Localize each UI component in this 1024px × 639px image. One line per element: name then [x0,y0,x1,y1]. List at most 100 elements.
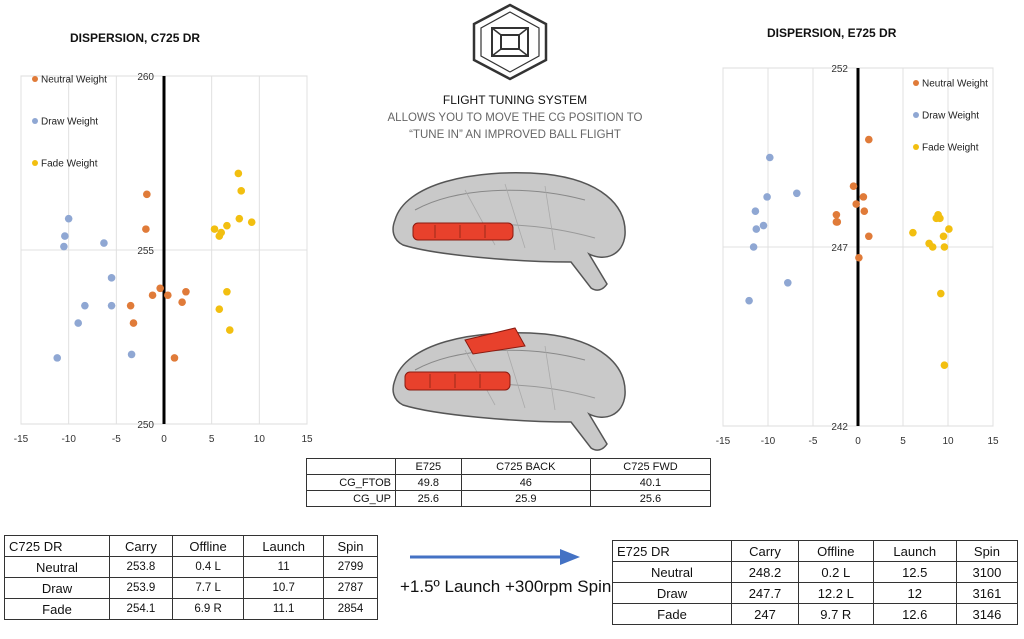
table-cell: 247.7 [731,582,799,604]
data-point [225,326,234,334]
y-tick-label: 252 [831,64,848,75]
data-point [849,182,858,190]
legend-label: Neutral Weight [922,79,988,90]
table-header: Spin [955,540,1019,562]
data-point [182,287,190,296]
flight-tuning-line2: “TUNE IN” AN IMPROVED BALL FLIGHT [409,129,621,141]
table-cell: 12 [872,582,957,604]
data-point [752,225,761,233]
flight-tuning-line1: ALLOWS YOU TO MOVE THE CG POSITION TO [387,112,643,124]
table-cell: 25.6 [395,490,462,507]
data-point [833,218,842,226]
x-tick-label: -10 [761,436,776,447]
table-header: E725 DR [612,540,732,562]
y-tick-label: 242 [831,422,848,433]
launch-spin-note: +1.5º Launch +300rpm Spin [400,577,612,596]
x-tick-label: -5 [809,436,818,447]
table-row: E725 C725 BACK C725 FWD [306,458,712,475]
data-point [215,305,224,313]
table-row: Draw 253.9 7.7 L 10.7 2787 [4,577,379,599]
table-cell: 12.5 [872,561,957,583]
data-point [164,291,172,300]
data-point [210,225,219,233]
legend-label: Fade Weight [922,143,979,154]
data-point [784,279,792,287]
x-tick-label: 15 [301,434,313,445]
table-header: Launch [243,535,324,557]
data-point [940,243,949,251]
table-cell: 49.8 [395,474,462,491]
data-point [852,200,860,208]
data-point [763,193,771,201]
x-tick-label: 15 [987,436,999,447]
table-cell: 7.7 L [171,577,245,599]
data-point [937,289,945,298]
legend-label: Draw Weight [922,111,979,122]
table-cell: 11.1 [243,598,324,620]
data-point [939,232,948,241]
left-chart-title: DISPERSION, C725 DR [70,31,201,45]
table-cell: CG_UP [306,490,396,507]
y-tick-label: 255 [137,246,154,257]
arrow-right-icon [410,549,580,565]
data-point [793,189,801,198]
table-header: Offline [797,540,874,562]
data-point [143,190,151,199]
table-row: CG_FTOB 49.8 46 40.1 [306,474,712,491]
data-point [865,232,873,241]
table-cell: 25.6 [589,490,712,507]
x-tick-label: -5 [112,434,121,445]
data-point [148,291,157,300]
x-tick-label: 0 [855,436,861,447]
table-header: Spin [322,535,379,557]
legend-marker [913,144,919,150]
table-cell: 0.4 L [171,556,245,578]
table-cell: 2799 [322,556,379,578]
data-point [234,169,243,178]
table-row: Fade 247 9.7 R 12.6 3146 [612,603,1019,625]
data-point [126,301,135,310]
table-header: Launch [872,540,957,562]
x-tick-label: 5 [900,436,906,447]
legend-marker [913,80,919,86]
data-point [859,193,868,201]
data-point [170,354,179,362]
cg-table: E725 C725 BACK C725 FWD CG_FTOB 49.8 46 … [306,458,712,507]
table-cell: 253.8 [109,556,173,578]
x-tick-label: 10 [254,434,266,445]
table-cell: 248.2 [731,561,799,583]
data-point [936,214,944,223]
table-header: C725 DR [4,535,110,557]
flight-tuning-title: FLIGHT TUNING SYSTEM [442,93,588,107]
data-point [217,228,225,237]
table-cell: 12.2 L [797,582,874,604]
data-point [751,207,760,215]
data-point [127,350,136,359]
x-tick-label: 5 [209,434,215,445]
table-cell: 10.7 [243,577,324,599]
legend-marker [32,76,38,82]
data-point [860,207,869,215]
x-tick-label: -15 [716,436,731,447]
table-cell: 9.7 R [797,603,874,625]
table-cell: Fade [612,603,732,625]
data-point [74,319,82,327]
data-point [832,210,841,219]
legend-label: Fade Weight [41,159,98,170]
data-point [865,135,873,144]
table-cell: 6.9 R [171,598,245,620]
data-point [107,274,116,282]
data-point [945,225,953,233]
table-cell: Draw [4,577,110,599]
right-dispersion-chart: -15 -10 -5 0 5 10 15 252 247 242 Neutral Weight Dra… [716,64,999,447]
table-cell: 253.9 [109,577,173,599]
table-cell: 46 [460,474,591,491]
data-point [237,187,246,195]
table-header: C725 BACK [460,458,591,475]
e725-results-table: E725 DR Carry Offline Launch Spin Neutra… [612,540,1019,625]
table-row: Fade 254.1 6.9 R 11.1 2854 [4,598,379,620]
table-cell: 2854 [322,598,379,620]
table-cell: 2787 [322,577,379,599]
table-row: CG_UP 25.6 25.9 25.6 [306,490,712,507]
driver-head-icon [392,172,626,291]
